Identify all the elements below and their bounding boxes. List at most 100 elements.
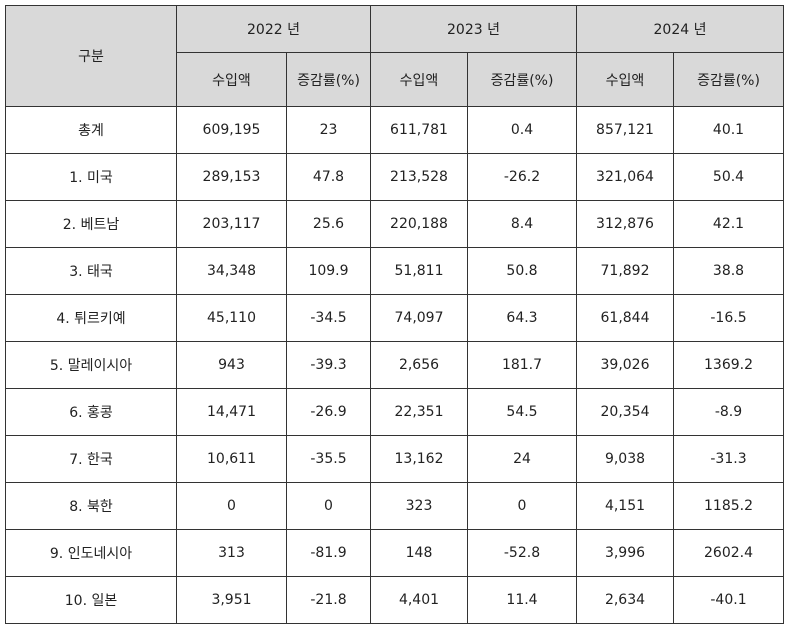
- change-rate-cell: -16.5: [673, 294, 784, 342]
- change-rate-cell: -52.8: [467, 529, 577, 577]
- import-amount-cell: 14,471: [176, 388, 287, 436]
- change-rate-cell: 38.8: [673, 247, 784, 295]
- import-amount-cell: 61,844: [576, 294, 674, 342]
- import-statistics-table: 구분 2022 년 2023 년 2024 년 수입액 증감률(%) 수입액 증…: [5, 5, 784, 624]
- row-label: 5. 말레이시아: [5, 341, 177, 389]
- import-amount-cell: 71,892: [576, 247, 674, 295]
- header-row-metrics: 수입액 증감률(%) 수입액 증감률(%) 수입액 증감률(%): [6, 52, 784, 107]
- header-change-rate: 증감률(%): [467, 52, 577, 107]
- header-import-amount: 수입액: [370, 52, 468, 107]
- import-amount-cell: 220,188: [370, 200, 468, 248]
- row-label: 총계: [5, 106, 177, 154]
- import-amount-cell: 2,656: [370, 341, 468, 389]
- import-amount-cell: 609,195: [176, 106, 287, 154]
- import-amount-cell: 13,162: [370, 435, 468, 483]
- import-amount-cell: 3,951: [176, 576, 287, 624]
- import-amount-cell: 22,351: [370, 388, 468, 436]
- header-year-2023: 2023 년: [370, 5, 577, 53]
- change-rate-cell: 40.1: [673, 106, 784, 154]
- import-amount-cell: 39,026: [576, 341, 674, 389]
- row-label: 9. 인도네시아: [5, 529, 177, 577]
- change-rate-cell: -81.9: [286, 529, 371, 577]
- import-amount-cell: 203,117: [176, 200, 287, 248]
- change-rate-cell: 47.8: [286, 153, 371, 201]
- table-row: 총계 609,195 23 611,781 0.4 857,121 40.1: [5, 106, 784, 154]
- row-label: 7. 한국: [5, 435, 177, 483]
- import-amount-cell: 0: [176, 482, 287, 530]
- change-rate-cell: -26.9: [286, 388, 371, 436]
- row-label: 3. 태국: [5, 247, 177, 295]
- row-label: 8. 북한: [5, 482, 177, 530]
- import-amount-cell: 2,634: [576, 576, 674, 624]
- row-label: 10. 일본: [5, 576, 177, 624]
- table-header: 구분 2022 년 2023 년 2024 년 수입액 증감률(%) 수입액 증…: [5, 5, 784, 107]
- change-rate-cell: 25.6: [286, 200, 371, 248]
- import-amount-cell: 10,611: [176, 435, 287, 483]
- import-amount-cell: 51,811: [370, 247, 468, 295]
- import-amount-cell: 323: [370, 482, 468, 530]
- import-amount-cell: 34,348: [176, 247, 287, 295]
- table-row: 7. 한국 10,611 -35.5 13,162 24 9,038 -31.3: [5, 435, 784, 483]
- table-row: 2. 베트남 203,117 25.6 220,188 8.4 312,876 42.1: [5, 200, 784, 248]
- change-rate-cell: -35.5: [286, 435, 371, 483]
- import-amount-cell: 74,097: [370, 294, 468, 342]
- import-amount-cell: 148: [370, 529, 468, 577]
- change-rate-cell: 50.8: [467, 247, 577, 295]
- import-amount-cell: 20,354: [576, 388, 674, 436]
- table-row: 4. 튀르키예 45,110 -34.5 74,097 64.3 61,844 -16.5: [5, 294, 784, 342]
- change-rate-cell: 8.4: [467, 200, 577, 248]
- change-rate-cell: 50.4: [673, 153, 784, 201]
- change-rate-cell: 54.5: [467, 388, 577, 436]
- table-row: 8. 북한 0 0 323 0 4,151 1185.2: [5, 482, 784, 530]
- import-amount-cell: 321,064: [576, 153, 674, 201]
- change-rate-cell: 64.3: [467, 294, 577, 342]
- change-rate-cell: -21.8: [286, 576, 371, 624]
- change-rate-cell: -40.1: [673, 576, 784, 624]
- import-amount-cell: 45,110: [176, 294, 287, 342]
- table-row: 9. 인도네시아 313 -81.9 148 -52.8 3,996 2602.4: [5, 529, 784, 577]
- import-table-container: 구분 2022 년 2023 년 2024 년 수입액 증감률(%) 수입액 증…: [5, 5, 784, 624]
- table-body: 총계 609,195 23 611,781 0.4 857,121 40.1 1. 미국 289…: [5, 106, 784, 624]
- row-label: 6. 홍콩: [5, 388, 177, 436]
- change-rate-cell: 109.9: [286, 247, 371, 295]
- header-import-amount: 수입액: [176, 52, 287, 107]
- import-amount-cell: 289,153: [176, 153, 287, 201]
- header-import-amount: 수입액: [576, 52, 674, 107]
- import-amount-cell: 312,876: [576, 200, 674, 248]
- import-amount-cell: 9,038: [576, 435, 674, 483]
- change-rate-cell: 11.4: [467, 576, 577, 624]
- header-row-years: 구분 2022 년 2023 년 2024 년: [5, 5, 784, 107]
- change-rate-cell: -8.9: [673, 388, 784, 436]
- change-rate-cell: -26.2: [467, 153, 577, 201]
- change-rate-cell: 2602.4: [673, 529, 784, 577]
- import-amount-cell: 4,401: [370, 576, 468, 624]
- row-label: 4. 튀르키예: [5, 294, 177, 342]
- import-amount-cell: 313: [176, 529, 287, 577]
- change-rate-cell: 0: [467, 482, 577, 530]
- header-year-2024: 2024 년: [576, 5, 784, 53]
- change-rate-cell: -39.3: [286, 341, 371, 389]
- table-row: 1. 미국 289,153 47.8 213,528 -26.2 321,064 50.4: [5, 153, 784, 201]
- import-amount-cell: 213,528: [370, 153, 468, 201]
- change-rate-cell: 1185.2: [673, 482, 784, 530]
- change-rate-cell: -34.5: [286, 294, 371, 342]
- import-amount-cell: 943: [176, 341, 287, 389]
- change-rate-cell: 24: [467, 435, 577, 483]
- row-label: 2. 베트남: [5, 200, 177, 248]
- row-label: 1. 미국: [5, 153, 177, 201]
- import-amount-cell: 3,996: [576, 529, 674, 577]
- change-rate-cell: 0: [286, 482, 371, 530]
- table-row: 3. 태국 34,348 109.9 51,811 50.8 71,892 38.8: [5, 247, 784, 295]
- import-amount-cell: 4,151: [576, 482, 674, 530]
- change-rate-cell: 181.7: [467, 341, 577, 389]
- table-row: 6. 홍콩 14,471 -26.9 22,351 54.5 20,354 -8.9: [5, 388, 784, 436]
- header-category: 구분: [5, 5, 177, 107]
- change-rate-cell: 23: [286, 106, 371, 154]
- change-rate-cell: 42.1: [673, 200, 784, 248]
- change-rate-cell: 0.4: [467, 106, 577, 154]
- header-change-rate: 증감률(%): [286, 52, 371, 107]
- header-year-2022: 2022 년: [176, 5, 371, 53]
- change-rate-cell: 1369.2: [673, 341, 784, 389]
- table-row: 10. 일본 3,951 -21.8 4,401 11.4 2,634 -40.1: [5, 576, 784, 624]
- header-change-rate: 증감률(%): [673, 52, 784, 107]
